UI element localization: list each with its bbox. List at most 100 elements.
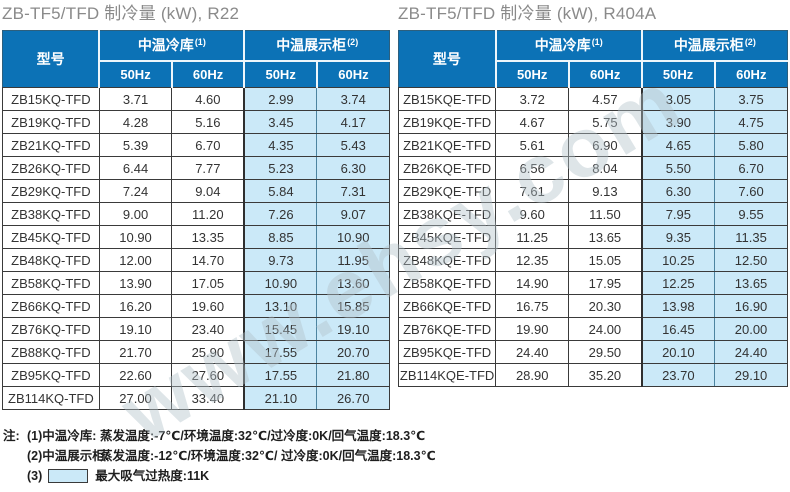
model-cell: ZB66KQE-TFD [397, 294, 497, 318]
value-cell: 3.45 [243, 110, 318, 134]
model-cell: ZB114KQ-TFD [2, 386, 100, 410]
model-cell: ZB38KQE-TFD [397, 202, 497, 226]
group-header-label: 中温冷库 [534, 37, 591, 54]
header-group-row: 型号 中温冷库(1) 中温展示柜(2) [398, 30, 788, 88]
value-cell: 17.55 [243, 363, 318, 387]
spec-table-r404a: 型号 中温冷库(1) 中温展示柜(2) 50Hz 60Hz 50Hz 60Hz … [397, 30, 788, 387]
value-cell: 11.35 [714, 225, 788, 249]
table-row: ZB29KQ-TFD 7.24 9.04 5.84 7.31 [2, 179, 390, 203]
value-cell: 16.90 [714, 294, 788, 318]
model-cell: ZB76KQE-TFD [397, 317, 497, 341]
value-cell: 9.00 [98, 202, 173, 226]
model-cell: ZB88KQ-TFD [2, 340, 100, 364]
model-cell: ZB114KQE-TFD [397, 363, 497, 387]
table-row: ZB58KQE-TFD 14.90 17.95 12.25 13.65 [397, 271, 788, 295]
value-cell: 11.25 [495, 225, 570, 249]
value-cell: 20.00 [714, 317, 788, 341]
model-cell: ZB45KQ-TFD [2, 225, 100, 249]
value-cell: 6.44 [98, 156, 173, 180]
value-cell: 23.70 [640, 363, 716, 387]
value-cell: 7.95 [640, 202, 716, 226]
value-cell: 4.57 [568, 87, 643, 111]
hz-header: 60Hz [316, 60, 390, 88]
note-text: 蒸发温度:-7℃/环境温度:32℃/过冷度:0K/回气温度:18.3℃ [100, 429, 426, 443]
value-cell: 13.10 [243, 294, 318, 318]
value-cell: 4.67 [495, 110, 570, 134]
value-cell: 15.85 [316, 294, 390, 318]
value-cell: 14.70 [171, 248, 245, 272]
value-cell: 15.05 [568, 248, 643, 272]
value-cell: 6.90 [568, 133, 643, 157]
note-label: 注: [3, 429, 20, 443]
model-cell: ZB48KQE-TFD [397, 248, 497, 272]
value-cell: 5.61 [495, 133, 570, 157]
table-title-r404a: ZB-TF5/TFD 制冷量 (kW), R404A [398, 4, 657, 23]
value-cell: 12.50 [714, 248, 788, 272]
table-row: ZB76KQ-TFD 19.10 23.40 15.45 19.10 [2, 317, 390, 341]
value-cell: 6.30 [316, 156, 390, 180]
table-row: ZB95KQE-TFD 24.40 29.50 20.10 24.40 [397, 340, 788, 364]
value-cell: 3.71 [98, 87, 173, 111]
hz-header: 50Hz [99, 60, 173, 88]
table-title-r22: ZB-TF5/TFD 制冷量 (kW), R22 [2, 4, 240, 23]
note-line-2: (2)中温展示柜: 蒸发温度:-12℃/环境温度:32℃/ 过冷度:0K/回气温度… [3, 446, 436, 466]
model-cell: ZB19KQE-TFD [397, 110, 497, 134]
model-cell: ZB21KQE-TFD [397, 133, 497, 157]
model-cell: ZB26KQE-TFD [397, 156, 497, 180]
value-cell: 10.90 [98, 225, 173, 249]
model-cell: ZB38KQ-TFD [2, 202, 100, 226]
value-cell: 9.04 [171, 179, 245, 203]
value-cell: 7.31 [316, 179, 390, 203]
value-cell: 29.10 [714, 363, 788, 387]
table-row: ZB66KQ-TFD 16.20 19.60 13.10 15.85 [2, 294, 390, 318]
value-cell: 11.20 [171, 202, 245, 226]
value-cell: 19.60 [171, 294, 245, 318]
value-cell: 4.60 [171, 87, 245, 111]
table-panel-r22: ZB-TF5/TFD 制冷量 (kW), R22 型号 中温冷库(1) 中温展示… [2, 3, 390, 410]
note-text: 蒸发温度:-12℃/环境温度:32℃/ 过冷度:0K/回气温度:18.3℃ [100, 449, 436, 463]
table-body: ZB15KQ-TFD 3.71 4.60 2.99 3.74 ZB19KQ-TFD 4.28… [2, 87, 390, 410]
value-cell: 16.75 [495, 294, 570, 318]
hz-header: 50Hz [495, 60, 570, 88]
model-column-header: 型号 [2, 30, 101, 88]
model-cell: ZB58KQE-TFD [397, 271, 497, 295]
value-cell: 6.30 [640, 179, 716, 203]
value-cell: 5.80 [714, 133, 788, 157]
value-cell: 3.05 [640, 87, 716, 111]
value-cell: 17.55 [243, 340, 318, 364]
table-row: ZB26KQE-TFD 6.56 8.04 5.50 6.70 [397, 156, 788, 180]
value-cell: 28.90 [495, 363, 570, 387]
table-row: ZB26KQ-TFD 6.44 7.77 5.23 6.30 [2, 156, 390, 180]
value-cell: 5.39 [98, 133, 173, 157]
value-cell: 5.16 [171, 110, 245, 134]
value-cell: 13.90 [98, 271, 173, 295]
note-prefix: (2)中温展示柜: [27, 449, 109, 463]
value-cell: 5.23 [243, 156, 318, 180]
model-cell: ZB66KQ-TFD [2, 294, 100, 318]
table-body: ZB15KQE-TFD 3.72 4.57 3.05 3.75 ZB19KQE-TFD 4.… [397, 87, 788, 387]
model-cell: ZB48KQ-TFD [2, 248, 100, 272]
value-cell: 19.10 [316, 317, 390, 341]
value-cell: 9.60 [495, 202, 570, 226]
value-cell: 10.25 [640, 248, 716, 272]
value-cell: 4.28 [98, 110, 173, 134]
value-cell: 20.70 [316, 340, 390, 364]
value-cell: 9.13 [568, 179, 643, 203]
value-cell: 3.74 [316, 87, 390, 111]
value-cell: 35.20 [568, 363, 643, 387]
value-cell: 20.30 [568, 294, 643, 318]
hz-header: 60Hz [568, 60, 643, 88]
value-cell: 17.05 [171, 271, 245, 295]
footnote-marker: (2) [744, 36, 756, 47]
group-header-label: 中温展示柜 [276, 37, 347, 54]
header-hz-row: 50Hz 60Hz 50Hz 60Hz [3, 60, 390, 88]
value-cell: 13.98 [640, 294, 716, 318]
table-row: ZB38KQE-TFD 9.60 11.50 7.95 9.55 [397, 202, 788, 226]
value-cell: 14.90 [495, 271, 570, 295]
group-header-cold-storage: 中温冷库(1) [99, 30, 246, 62]
model-cell: ZB29KQ-TFD [2, 179, 100, 203]
value-cell: 21.80 [316, 363, 390, 387]
hz-header: 60Hz [171, 60, 246, 88]
value-cell: 9.73 [243, 248, 318, 272]
model-cell: ZB95KQ-TFD [2, 363, 100, 387]
